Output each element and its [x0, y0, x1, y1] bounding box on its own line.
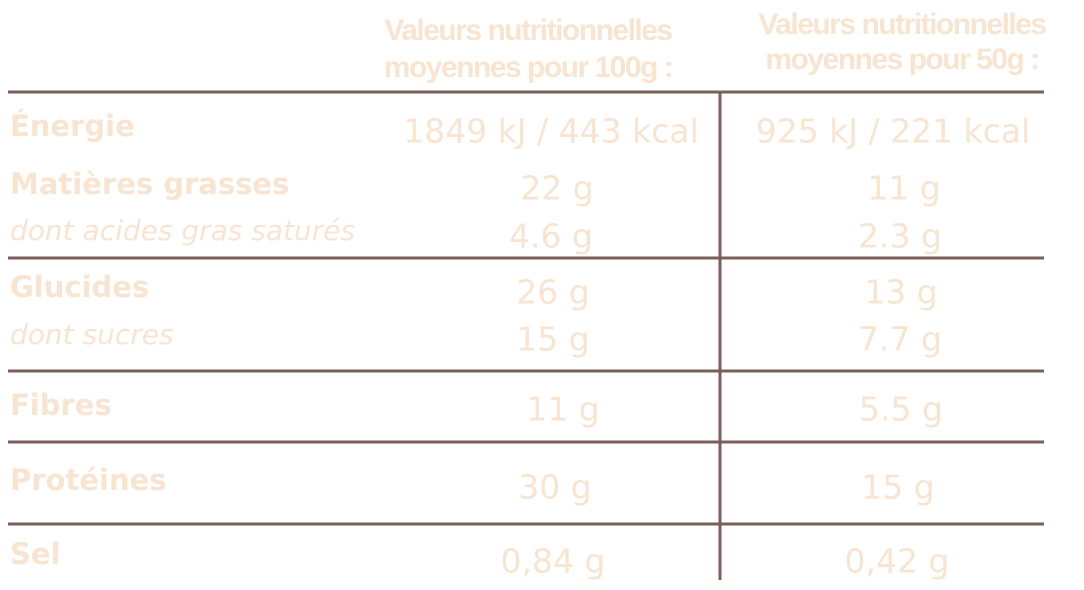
column-header: Valeurs nutritionnelles: [384, 14, 672, 47]
value: 11 g: [526, 390, 599, 429]
column-header: Valeurs nutritionnelles: [758, 8, 1046, 41]
value: 26 g: [516, 273, 589, 312]
column-header: moyennes pour 50g :: [765, 43, 1038, 76]
value: 7.7 g: [858, 320, 942, 359]
value: 1849 kJ / 443 kcal: [403, 112, 699, 151]
row-label: dont acides gras saturés: [10, 214, 355, 247]
row-label: Matières grasses: [10, 167, 289, 201]
row-label: Sel: [10, 537, 61, 571]
value: 925 kJ / 221 kcal: [756, 112, 1031, 151]
column-header: moyennes pour 100g :: [384, 51, 672, 84]
row-label: Fibres: [10, 388, 112, 422]
row-label: Énergie: [10, 109, 135, 143]
value: 5.5 g: [859, 390, 943, 429]
value: 13 g: [864, 273, 937, 312]
value: 15 g: [516, 320, 589, 359]
row-label: Protéines: [10, 463, 167, 497]
value: 11 g: [867, 169, 940, 208]
value: 0,42 g: [845, 542, 950, 581]
value: 22 g: [520, 169, 593, 208]
value: 4.6 g: [509, 217, 593, 256]
value: 15 g: [861, 468, 934, 507]
row-label: Glucides: [10, 270, 149, 304]
value: 0,84 g: [501, 542, 606, 581]
row-label: dont sucres: [10, 318, 174, 351]
value: 30 g: [518, 468, 591, 507]
value: 2.3 g: [858, 217, 942, 256]
